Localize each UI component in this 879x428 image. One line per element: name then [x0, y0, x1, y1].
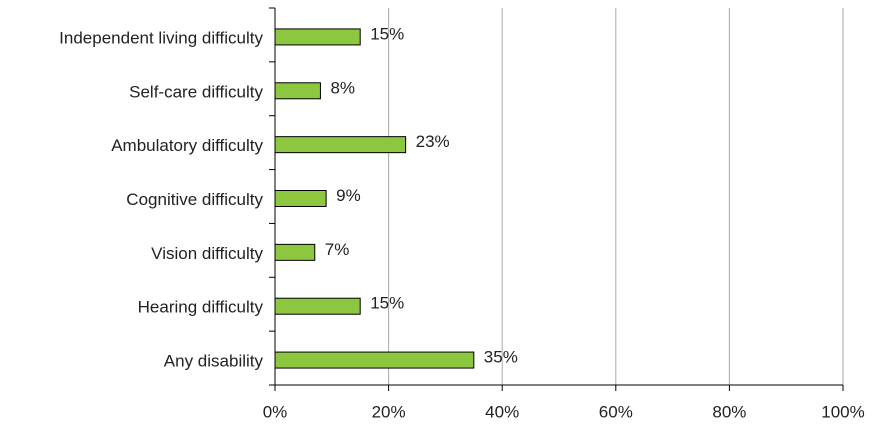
- value-label: 15%: [370, 24, 404, 43]
- value-label: 9%: [336, 186, 361, 205]
- x-tick-label: 100%: [821, 402, 864, 421]
- y-tick-label: Independent living difficulty: [59, 28, 263, 47]
- value-label: 35%: [484, 348, 518, 367]
- bar: [274, 82, 321, 100]
- bar: [274, 190, 327, 207]
- x-tick-label: 0%: [263, 402, 288, 421]
- bar: [274, 28, 361, 46]
- y-tick-label: Vision difficulty: [151, 244, 263, 263]
- x-tick-label: 40%: [485, 402, 519, 421]
- y-tick-label: Ambulatory difficulty: [111, 136, 263, 155]
- y-tick-label: Any disability: [164, 352, 264, 371]
- y-tick-label: Hearing difficulty: [138, 298, 264, 317]
- x-tick-label: 80%: [712, 402, 746, 421]
- value-label: 8%: [330, 78, 355, 97]
- x-tick-label: 60%: [599, 402, 633, 421]
- bar: [274, 243, 316, 261]
- bar: [274, 351, 475, 369]
- value-label: 7%: [325, 240, 350, 259]
- y-tick-label: Cognitive difficulty: [126, 190, 263, 209]
- value-label: 15%: [370, 294, 404, 313]
- bar: [274, 136, 407, 154]
- x-tick-label: 20%: [372, 402, 406, 421]
- bar: [274, 297, 361, 315]
- y-tick-label: Self-care difficulty: [129, 82, 263, 101]
- value-label: 23%: [416, 132, 450, 151]
